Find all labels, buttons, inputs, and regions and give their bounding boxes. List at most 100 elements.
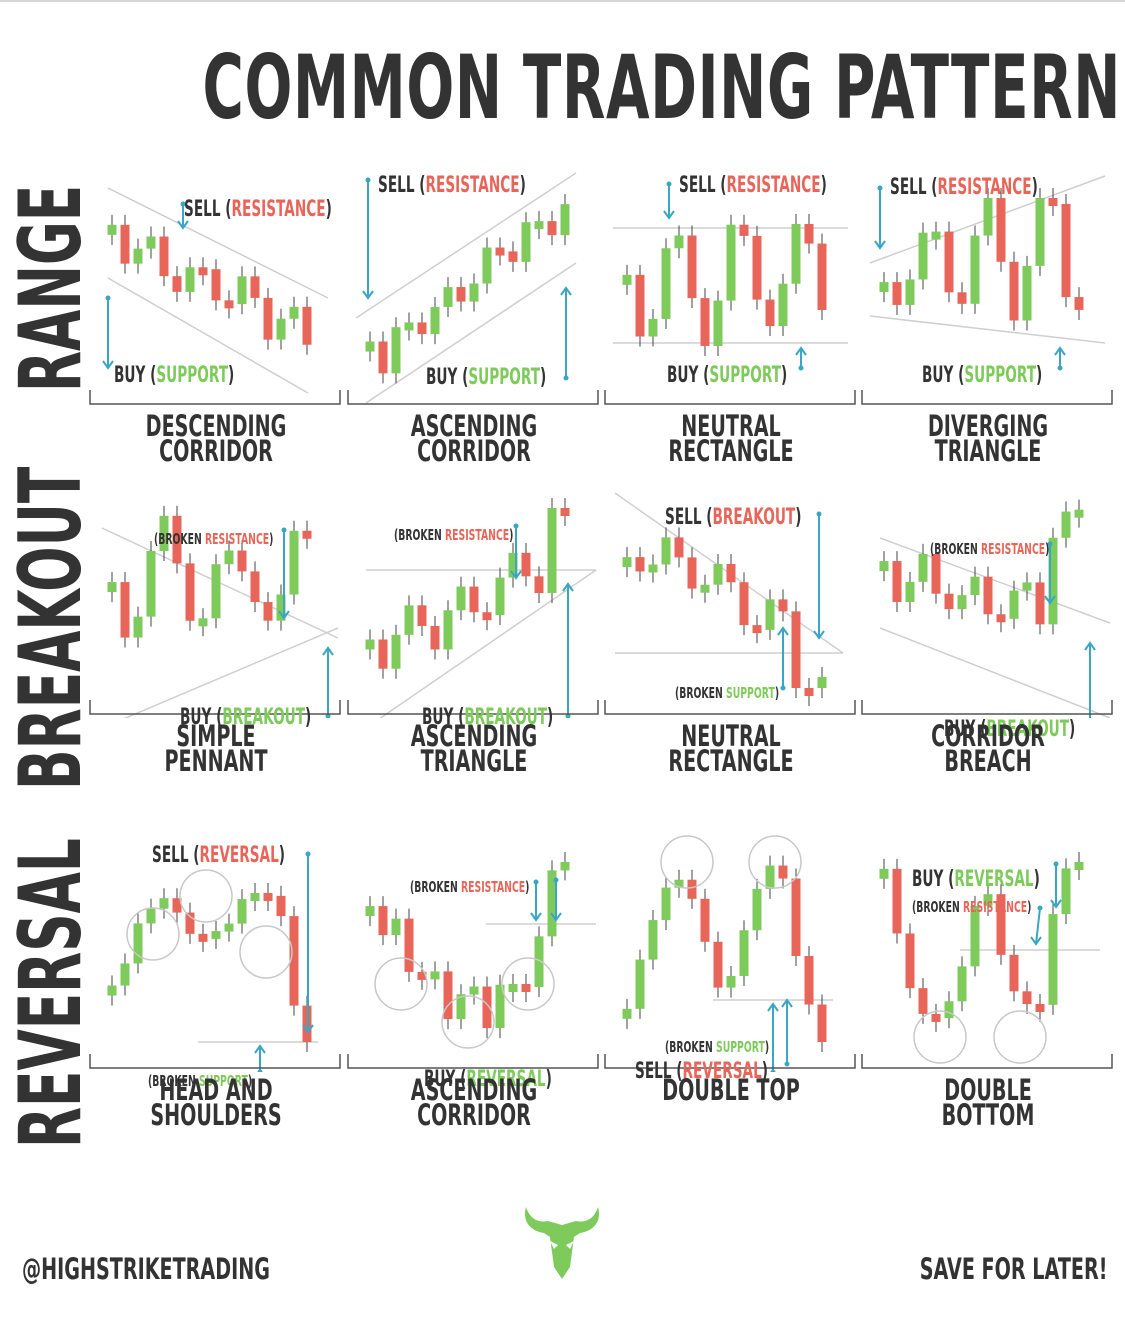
bearish-candle <box>430 625 440 650</box>
bullish-candle <box>133 923 143 964</box>
pattern-annotation: SELL (BREAKOUT) <box>665 506 801 530</box>
annotation-keyword: RESISTANCE <box>444 526 510 544</box>
bearish-candle <box>521 552 531 577</box>
annotation-text: BUY ( <box>424 1067 467 1092</box>
annotation-text: (BROKEN <box>930 540 981 558</box>
annotation-text: ) <box>228 363 235 388</box>
annotation-keyword: SUPPORT <box>725 684 775 702</box>
annotation-text: (BROKEN <box>148 1072 199 1090</box>
bullish-candle <box>879 868 889 879</box>
bullish-candle <box>560 204 570 236</box>
bullish-candle <box>521 222 531 262</box>
pattern-annotation: BUY (SUPPORT) <box>114 364 234 388</box>
price-arrow-icon <box>278 527 290 620</box>
annotation-keyword: SUPPORT <box>964 363 1037 388</box>
pattern-annotation: SELL (RESISTANCE) <box>890 176 1038 200</box>
highlight-circle <box>748 835 802 889</box>
bullish-candle <box>1022 265 1032 321</box>
highlight-circle <box>441 995 495 1049</box>
bearish-candle <box>302 530 312 539</box>
pattern-name: CORRIDOR <box>931 719 1045 753</box>
chart-bracket <box>861 700 1113 715</box>
chart-bracket <box>89 1054 341 1069</box>
annotation-text: SELL ( <box>890 175 938 200</box>
bullish-candle <box>648 564 658 573</box>
chart-bracket <box>347 390 599 405</box>
bullish-candle <box>185 267 195 292</box>
bearish-candle <box>700 898 710 942</box>
annotation-keyword: RESISTANCE <box>937 175 1032 200</box>
bearish-candle <box>1074 297 1084 310</box>
pattern-name: SIMPLE PENNANT <box>164 719 268 778</box>
save-for-later-text: SAVE FOR LATER! <box>919 1252 1107 1286</box>
bullish-candle <box>107 985 117 996</box>
bullish-candle <box>391 918 401 936</box>
bullish-candle <box>791 223 801 284</box>
price-arrow-icon <box>1050 861 1062 909</box>
price-arrow-icon <box>1030 905 1043 946</box>
annotation-keyword: SUPPORT <box>468 365 541 390</box>
bullish-candle <box>957 966 967 1002</box>
annotation-text: ) <box>1036 363 1043 388</box>
annotation-text: ) <box>795 505 802 530</box>
price-arrow-icon <box>322 646 334 718</box>
annotation-text: ) <box>269 530 274 548</box>
pattern-name: DOUBLE BOTTOM <box>941 1073 1035 1132</box>
bearish-candle <box>1022 991 1032 1005</box>
price-arrow-icon <box>1044 541 1056 605</box>
annotation-text: ) <box>781 363 788 388</box>
bullish-candle <box>456 994 466 1020</box>
bearish-candle <box>120 582 130 638</box>
bearish-candle <box>996 614 1006 623</box>
bearish-candle <box>817 1004 827 1042</box>
bullish-candle <box>430 971 440 980</box>
pattern-annotation: SELL (REVERSAL) <box>152 844 285 868</box>
trend-line <box>879 537 1111 624</box>
bearish-candle <box>172 515 182 564</box>
bearish-candle <box>905 933 915 989</box>
bearish-candle <box>635 557 645 572</box>
bullish-candle <box>211 931 221 940</box>
price-arrow-icon <box>177 201 189 230</box>
bearish-candle <box>378 906 388 936</box>
bearish-candle <box>534 576 544 594</box>
bullish-candle <box>534 936 544 987</box>
bearish-candle <box>508 251 518 262</box>
pattern-name: NEUTRAL <box>681 409 781 443</box>
bearish-candle <box>250 276 260 298</box>
bullish-candle <box>159 515 169 551</box>
annotation-text: ) <box>519 173 526 198</box>
highlight-circle <box>126 907 180 961</box>
top-divider <box>0 0 1125 2</box>
pattern-annotation: (BROKEN SUPPORT) <box>675 684 779 702</box>
pattern-name: HEAD AND <box>159 1073 273 1107</box>
annotation-text: SELL ( <box>679 173 727 198</box>
pattern-card: SELL (RESISTANCE) BUY (SUPPORT) DESCENDING… <box>88 168 344 498</box>
annotation-keyword: REVERSAL <box>199 843 279 868</box>
bullish-candle <box>365 906 375 917</box>
pattern-chart <box>347 498 599 718</box>
bearish-candle <box>931 1013 941 1022</box>
bearish-candle <box>120 224 130 264</box>
bullish-candle <box>133 248 143 264</box>
bullish-candle <box>1048 537 1058 625</box>
pattern-card: SELL (BREAKOUT) (BROKEN SUPPORT) NEUTRAL RE… <box>603 478 859 808</box>
bearish-candle <box>931 553 941 594</box>
bearish-candle <box>378 341 388 374</box>
bullish-candle <box>276 594 286 621</box>
bullish-candle <box>713 563 723 585</box>
annotation-keyword: RESISTANCE <box>204 530 270 548</box>
bearish-candle <box>892 282 902 305</box>
annotation-keyword: SUPPORT <box>156 363 229 388</box>
bullish-candle <box>289 306 299 319</box>
bullish-candle <box>276 318 286 340</box>
bullish-candle <box>713 300 723 346</box>
bullish-candle <box>560 862 570 871</box>
bullish-candle <box>1061 511 1071 538</box>
bearish-candle <box>302 306 312 345</box>
pattern-annotation: (BROKEN RESISTANCE) <box>912 898 1031 916</box>
bullish-candle <box>778 283 788 327</box>
pattern-annotation: BUY (REVERSAL) <box>424 1068 552 1092</box>
pattern-annotation: (BROKEN RESISTANCE) <box>394 526 513 544</box>
annotation-text: ) <box>547 705 554 730</box>
